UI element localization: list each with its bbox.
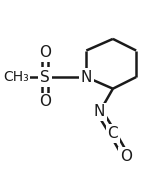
Text: N: N [81, 70, 92, 85]
Text: O: O [39, 94, 51, 109]
Text: O: O [39, 45, 51, 60]
Text: O: O [120, 149, 132, 164]
Text: N: N [94, 104, 105, 120]
Text: CH₃: CH₃ [4, 70, 30, 84]
Text: C: C [108, 126, 118, 141]
Text: S: S [40, 70, 50, 85]
